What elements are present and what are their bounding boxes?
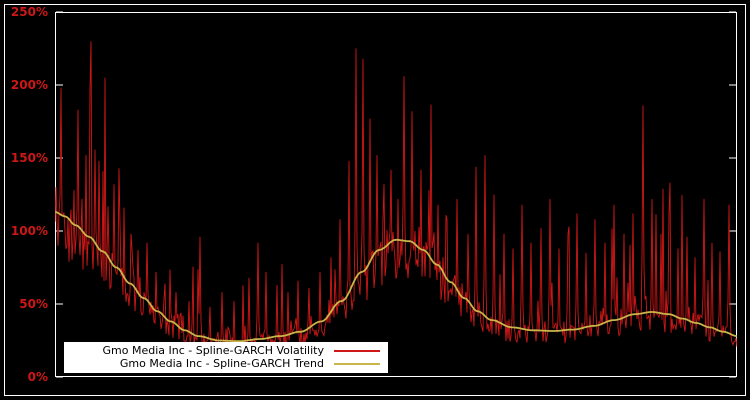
plot-frame (55, 12, 737, 377)
legend-line-volatility-sample (334, 349, 380, 352)
y-tick-label: 100% (11, 224, 48, 238)
y-tick-label: 0% (28, 370, 48, 384)
legend-line-trend-sample (334, 362, 380, 365)
legend-item-trend: Gmo Media Inc - Spline-GARCH Trend (74, 357, 380, 370)
legend-item-volatility: Gmo Media Inc - Spline-GARCH Volatility (74, 344, 380, 357)
chart-legend: Gmo Media Inc - Spline-GARCH Volatility … (64, 342, 388, 373)
y-tick-label: 250% (11, 5, 48, 19)
y-tick-label: 50% (19, 297, 48, 311)
volatility-series-line (55, 41, 737, 352)
trend-series-line (55, 211, 737, 343)
legend-label-trend: Gmo Media Inc - Spline-GARCH Trend (119, 357, 324, 370)
y-tick-label: 150% (11, 151, 48, 165)
legend-label-volatility: Gmo Media Inc - Spline-GARCH Volatility (102, 344, 324, 357)
y-tick-label: 200% (11, 78, 48, 92)
